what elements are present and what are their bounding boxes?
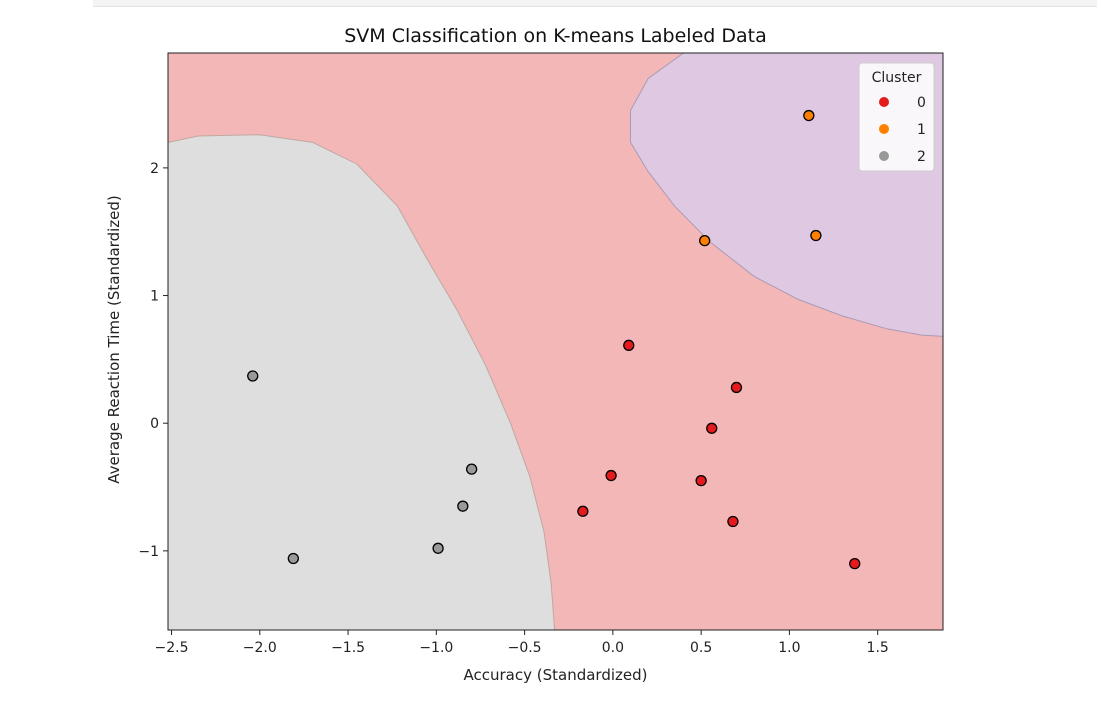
- y-tick-label: −1: [138, 544, 159, 560]
- chart-title: SVM Classification on K-means Labeled Da…: [344, 25, 767, 47]
- data-point-cluster-2: [432, 542, 444, 554]
- data-point-cluster-0: [577, 505, 589, 517]
- data-point-cluster-0: [849, 557, 861, 570]
- x-tick-label: −2.0: [243, 640, 277, 656]
- y-axis-label: Average Reaction Time (Standardized): [105, 195, 123, 484]
- data-point-cluster-0: [695, 474, 707, 487]
- legend-label-1: 1: [917, 122, 926, 138]
- data-point-cluster-2: [247, 370, 259, 382]
- x-tick-label: 0.5: [690, 640, 712, 656]
- x-tick-label: 0.0: [602, 640, 624, 656]
- legend-marker-1: [879, 124, 889, 134]
- data-point-cluster-1: [699, 235, 711, 247]
- legend-marker-2: [879, 151, 889, 161]
- x-tick-label: 1.5: [867, 640, 889, 656]
- data-point-cluster-0: [706, 422, 718, 434]
- x-axis-ticks: −2.5 −2.0 −1.5 −1.0 −0.5 0.0 0.5 1.0 1.5: [155, 630, 889, 656]
- legend-label-2: 2: [917, 149, 926, 165]
- data-point-cluster-1: [803, 109, 815, 122]
- legend: Cluster 0 1 2: [858, 62, 935, 172]
- data-point-cluster-0: [730, 381, 743, 394]
- legend-title: Cluster: [872, 70, 922, 86]
- data-point-cluster-0: [623, 339, 635, 351]
- x-tick-label: −1.0: [419, 640, 453, 656]
- data-point-cluster-1: [810, 229, 822, 242]
- plot-frame: [167, 52, 944, 631]
- y-tick-label: 0: [150, 416, 159, 432]
- legend-label-0: 0: [917, 95, 926, 111]
- notebook-cell-edge: [93, 0, 1097, 7]
- x-tick-label: −0.5: [508, 640, 542, 656]
- x-tick-label: −1.5: [331, 640, 365, 656]
- data-point-cluster-0: [605, 469, 617, 482]
- x-tick-label: 1.0: [778, 640, 800, 656]
- x-axis-label: Accuracy (Standardized): [464, 666, 648, 684]
- data-point-cluster-0: [727, 515, 739, 528]
- data-points: [247, 109, 861, 570]
- legend-marker-0: [879, 97, 889, 107]
- y-tick-label: 2: [150, 161, 159, 177]
- data-point-cluster-2: [457, 500, 469, 512]
- y-tick-label: 1: [150, 289, 159, 305]
- decision-regions: [167, 52, 944, 631]
- x-tick-label: −2.5: [155, 640, 189, 656]
- y-axis-ticks: −1 0 1 2: [138, 161, 168, 560]
- legend-box: [858, 62, 935, 172]
- data-point-cluster-2: [465, 463, 478, 475]
- data-point-cluster-2: [287, 552, 299, 565]
